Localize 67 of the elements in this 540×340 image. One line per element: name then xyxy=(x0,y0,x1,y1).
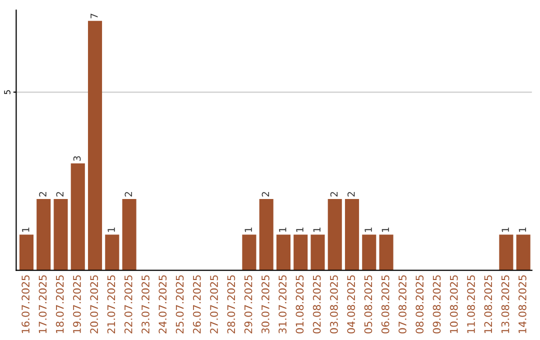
x-tick-label: 16.07.2025 xyxy=(22,275,30,333)
x-tick-label: 30.07.2025 xyxy=(261,275,270,334)
x-tick-label: 04.08.2025 xyxy=(347,275,356,334)
x-tick-label: 25.07.2025 xyxy=(176,275,184,334)
bar xyxy=(242,234,256,270)
x-tick-label: 28.07.2025 xyxy=(227,275,236,334)
x-tick-label: 14.08.2025 xyxy=(518,275,526,333)
bar xyxy=(259,199,274,270)
bar xyxy=(516,234,530,270)
x-tick-label: 31.07.2025 xyxy=(278,275,286,334)
bar xyxy=(19,234,34,270)
bar xyxy=(499,234,514,270)
data-label: 1 xyxy=(502,228,509,232)
data-label: 1 xyxy=(364,228,372,232)
x-tick-label: 19.07.2025 xyxy=(73,275,81,333)
x-tick-label: 01.08.2025 xyxy=(296,275,304,334)
bar xyxy=(276,234,290,270)
data-label: 3 xyxy=(73,156,81,161)
bar xyxy=(328,199,342,270)
bar xyxy=(88,20,102,270)
data-label: 2 xyxy=(347,192,355,197)
x-tick-label: 21.07.2025 xyxy=(107,275,116,334)
x-tick-label: 18.07.2025 xyxy=(56,275,64,333)
x-tick-label: 29.07.2025 xyxy=(244,275,252,334)
bar xyxy=(122,199,136,270)
bar xyxy=(344,199,360,270)
x-tick-label: 24.07.2025 xyxy=(158,275,167,334)
x-tick-label: 07.08.2025 xyxy=(398,275,406,334)
x-tick-label: 09.08.2025 xyxy=(432,275,441,334)
x-tick-label: 08.08.2025 xyxy=(416,275,424,334)
x-tick-label: 22.07.2025 xyxy=(124,275,132,334)
data-label: 1 xyxy=(382,228,389,232)
bar xyxy=(105,234,120,270)
x-tick-label: 12.08.2025 xyxy=(484,275,492,333)
bar xyxy=(379,234,394,270)
x-tick-label: 06.08.2025 xyxy=(381,275,390,334)
x-tick-label: 10.08.2025 xyxy=(450,275,458,333)
data-label: 1 xyxy=(518,228,526,232)
bar xyxy=(36,199,51,270)
data-label: 2 xyxy=(330,192,338,197)
data-label: 1 xyxy=(313,228,320,232)
x-tick-label: 05.08.2025 xyxy=(364,275,372,334)
data-label: 1 xyxy=(108,228,115,232)
data-label: 2 xyxy=(124,192,132,197)
x-tick-label: 23.07.2025 xyxy=(142,275,150,334)
x-tick-label: 02.08.2025 xyxy=(312,275,321,334)
x-tick-label: 20.07.2025 xyxy=(90,275,98,334)
x-tick-label: 13.08.2025 xyxy=(501,275,510,333)
x-tick-label: 17.07.2025 xyxy=(38,275,47,333)
bar xyxy=(54,199,68,270)
bar xyxy=(310,234,325,270)
data-label: 7 xyxy=(90,14,98,18)
data-label: 1 xyxy=(244,228,252,232)
x-tick-label: 11.08.2025 xyxy=(467,275,475,333)
x-tick-label: 03.08.2025 xyxy=(330,275,338,334)
x-tick-label: 27.07.2025 xyxy=(210,275,218,334)
data-label: 2 xyxy=(39,192,46,197)
x-tick-label: 26.07.2025 xyxy=(192,275,201,334)
data-label: 1 xyxy=(22,228,30,232)
bar xyxy=(362,234,376,270)
y-tick-label: 5 xyxy=(4,90,10,94)
bar xyxy=(70,163,85,270)
bar xyxy=(294,234,308,270)
data-label: 1 xyxy=(279,228,286,232)
data-label: 1 xyxy=(296,228,304,232)
data-label: 2 xyxy=(56,192,64,197)
data-label: 2 xyxy=(262,192,270,197)
